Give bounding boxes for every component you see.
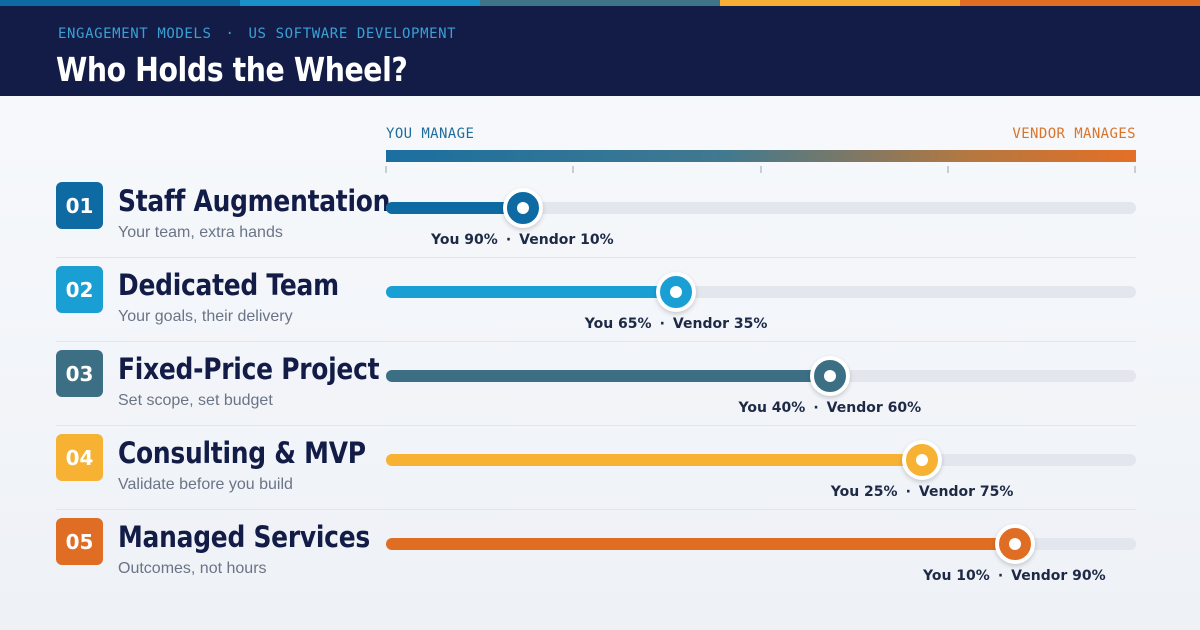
scale-gradient-bar (386, 150, 1136, 162)
model-number-badge: 04 (56, 434, 103, 481)
model-row-managed-services: 05 Managed Services Outcomes, not hours … (0, 518, 1200, 602)
row-divider (56, 341, 1136, 342)
strip-segment (0, 0, 240, 6)
row-divider (56, 425, 1136, 426)
model-row-fixed-price-project: 03 Fixed-Price Project Set scope, set bu… (0, 350, 1200, 434)
control-track (386, 272, 1136, 312)
control-slider-knob[interactable] (810, 356, 850, 396)
you-share: You 90% (431, 232, 498, 248)
model-title: Managed Services (118, 520, 370, 554)
model-subtitle: Set scope, set budget (118, 392, 273, 409)
you-share: You 40% (738, 400, 806, 416)
model-subtitle: Your goals, their delivery (118, 308, 293, 325)
model-subtitle: Your team, extra hands (118, 224, 283, 241)
strip-segment (960, 0, 1200, 6)
kicker-topic: US SOFTWARE DEVELOPMENT (248, 26, 457, 42)
control-track (386, 524, 1136, 564)
split-readout: You 90% · Vendor 10% (431, 232, 614, 248)
control-slider-knob[interactable] (994, 524, 1035, 564)
readout-separator: · (905, 484, 911, 500)
you-share: You 10% (923, 568, 990, 584)
model-row-dedicated-team: 02 Dedicated Team Your goals, their deli… (0, 266, 1200, 350)
top-color-strip (0, 0, 1200, 6)
scale-tick (385, 166, 387, 173)
model-row-consulting-mvp: 04 Consulting & MVP Validate before you … (0, 434, 1200, 518)
control-track (386, 356, 1136, 396)
strip-segment (480, 0, 720, 6)
vendor-share: Vendor 10% (519, 232, 614, 248)
kicker-separator: · (225, 26, 235, 42)
model-number-badge: 01 (56, 182, 103, 229)
strip-segment (240, 0, 480, 6)
control-slider-knob[interactable] (656, 272, 697, 312)
header-banner: ENGAGEMENT MODELS · US SOFTWARE DEVELOPMEN… (0, 6, 1200, 96)
model-title: Consulting & MVP (118, 436, 366, 470)
control-slider-knob[interactable] (902, 440, 943, 480)
vendor-share: Vendor 35% (672, 316, 768, 332)
page-title: Who Holds the Wheel? (56, 50, 408, 89)
model-number-badge: 02 (56, 266, 103, 313)
scale-tick (760, 166, 762, 173)
you-share: You 65% (584, 316, 652, 332)
split-readout: You 10% · Vendor 90% (923, 568, 1106, 584)
row-divider (56, 257, 1136, 258)
model-row-staff-augmentation: 01 Staff Augmentation Your team, extra h… (0, 182, 1200, 266)
model-number-badge: 03 (56, 350, 103, 397)
split-readout: You 65% · Vendor 35% (585, 316, 768, 332)
scale-tick (947, 166, 949, 173)
control-track (386, 440, 1136, 480)
readout-separator: · (505, 232, 512, 248)
model-subtitle: Validate before you build (118, 476, 293, 493)
control-track (386, 188, 1136, 228)
split-readout: You 40% · Vendor 60% (739, 400, 922, 416)
model-title: Dedicated Team (118, 268, 339, 302)
control-fill (386, 202, 523, 214)
kicker-category: ENGAGEMENT MODELS (58, 26, 212, 42)
row-divider (56, 509, 1136, 510)
readout-separator: · (997, 568, 1004, 584)
model-title: Staff Augmentation (118, 184, 391, 218)
vendor-share: Vendor 60% (826, 400, 922, 416)
strip-segment (720, 0, 960, 6)
scale-right-label: VENDOR MANAGES (1012, 126, 1136, 142)
scale-tick (1134, 166, 1136, 173)
you-share: You 25% (830, 484, 898, 500)
scale-left-label: YOU MANAGE (386, 126, 475, 142)
readout-separator: · (813, 400, 819, 416)
vendor-share: Vendor 75% (918, 484, 1014, 500)
header-kicker: ENGAGEMENT MODELS · US SOFTWARE DEVELOPMEN… (58, 26, 456, 42)
model-subtitle: Outcomes, not hours (118, 560, 267, 577)
model-number-badge: 05 (56, 518, 103, 565)
vendor-share: Vendor 90% (1011, 568, 1106, 584)
control-fill (386, 538, 1015, 550)
control-fill (386, 370, 830, 382)
control-slider-knob[interactable] (502, 188, 543, 228)
scale-tick (572, 166, 574, 173)
control-fill (386, 454, 923, 466)
model-title: Fixed-Price Project (118, 352, 380, 386)
readout-separator: · (659, 316, 665, 332)
control-fill (386, 286, 677, 298)
split-readout: You 25% · Vendor 75% (831, 484, 1014, 500)
